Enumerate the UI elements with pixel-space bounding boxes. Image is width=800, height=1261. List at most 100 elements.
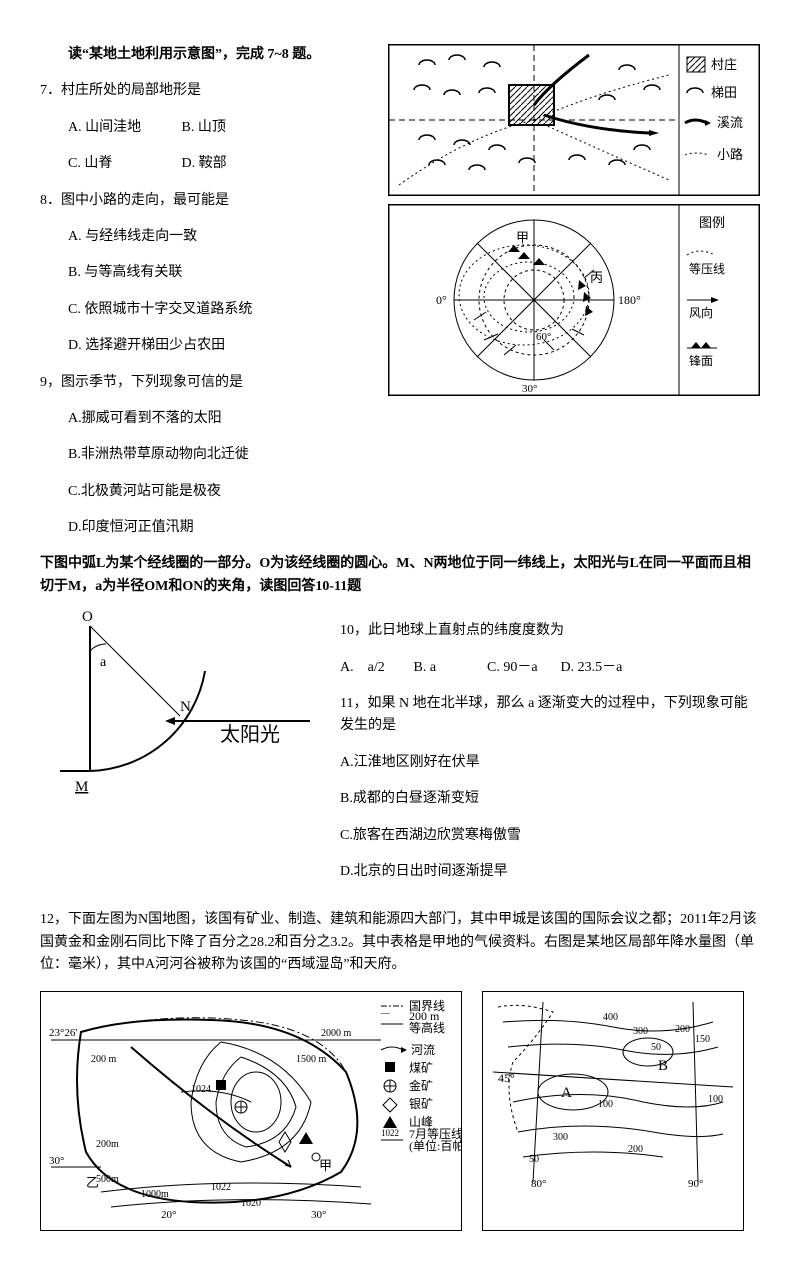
q9-opt-c: C.北极黄河站可能是极夜	[40, 481, 350, 503]
svg-text:400: 400	[603, 1012, 618, 1023]
q8-opt-b: B. 与等高线有关联	[40, 262, 350, 284]
svg-text:1000m: 1000m	[141, 1189, 169, 1200]
svg-text:20°: 20°	[161, 1209, 176, 1221]
q10-options: A. a/2 B. a C. 90－a D. 23.5－a	[340, 657, 760, 679]
svg-text:300: 300	[633, 1026, 648, 1037]
svg-text:1022: 1022	[211, 1182, 231, 1193]
map-right-svg: 45° 80° 90° A B 400 300 200 150 50 100 3…	[483, 992, 743, 1192]
svg-text:500m: 500m	[96, 1174, 119, 1185]
q11-opt-a: A.江淮地区刚好在伏旱	[340, 752, 760, 774]
svg-text:—: —	[380, 1008, 391, 1018]
svg-text:M: M	[75, 779, 88, 795]
q9-opt-b: B.非洲热带草原动物向北迁徙	[40, 444, 350, 466]
svg-text:0°: 0°	[436, 293, 447, 307]
svg-text:100: 100	[598, 1099, 613, 1110]
svg-text:N: N	[180, 699, 191, 715]
svg-text:银矿: 银矿	[409, 1097, 433, 1111]
svg-text:100: 100	[708, 1094, 723, 1105]
svg-text:A: A	[561, 1085, 572, 1101]
q11-opt-b: B.成都的白昼逐渐变短	[340, 788, 760, 810]
q12-figures: 23°26' 30° 20° 30° 2000 m 1500 m 1000m 5…	[40, 991, 760, 1231]
svg-text:45°: 45°	[498, 1071, 515, 1085]
q8-opt-a: A. 与经纬线走向一致	[40, 226, 350, 248]
figure-map-right: 45° 80° 90° A B 400 300 200 150 50 100 3…	[482, 991, 744, 1231]
svg-text:太阳光: 太阳光	[220, 723, 280, 746]
arc-svg: O a N M 太阳光	[40, 606, 320, 806]
q12-intro: 12，下面左图为N国地图，该国有矿业、制造、建筑和能源四大部门，其中甲城是该国的…	[40, 909, 760, 976]
q7-opt-d: D. 鞍部	[182, 153, 292, 175]
svg-text:甲: 甲	[319, 1158, 332, 1173]
svg-text:23°26': 23°26'	[49, 1027, 77, 1039]
map-left-svg: 23°26' 30° 20° 30° 2000 m 1500 m 1000m 5…	[41, 992, 461, 1222]
figure-land-use: 村庄 梯田 溪流 小路	[388, 44, 760, 196]
svg-text:甲: 甲	[516, 230, 529, 245]
land-use-svg: 村庄 梯田 溪流 小路	[389, 45, 759, 195]
q7-opt-c: C. 山脊	[68, 153, 178, 175]
svg-text:B: B	[658, 1058, 668, 1074]
figure-map-left: 23°26' 30° 20° 30° 2000 m 1500 m 1000m 5…	[40, 991, 462, 1231]
q11-stem: 11，如果 N 地在北半球，那么 a 逐渐变大的过程中，下列现象可能发生的是	[340, 693, 760, 738]
q10-opt-a: A. a/2	[340, 657, 410, 679]
section-q7-q9: 读“某地土地利用示意图”，完成 7~8 题。 7．村庄所处的局部地形是 A. 山…	[40, 44, 760, 539]
svg-text:丙: 丙	[590, 270, 603, 285]
svg-text:30°: 30°	[522, 383, 537, 395]
svg-text:1024: 1024	[191, 1084, 211, 1095]
q7-opt-a: A. 山间洼地	[68, 117, 178, 139]
figure-arc: O a N M 太阳光	[40, 606, 320, 814]
q10-q11-text: 10，此日地球上直射点的纬度度数为 A. a/2 B. a C. 90－a D.…	[340, 606, 760, 897]
svg-text:锋面: 锋面	[689, 354, 713, 368]
q11-opt-d: D.北京的日出时间逐渐提早	[340, 861, 760, 883]
legend-terrace: 梯田	[711, 85, 737, 100]
svg-text:1500 m: 1500 m	[296, 1054, 327, 1065]
q7-options-row1: A. 山间洼地 B. 山顶	[40, 117, 350, 139]
questions-left-column: 读“某地土地利用示意图”，完成 7~8 题。 7．村庄所处的局部地形是 A. 山…	[40, 44, 350, 539]
svg-text:1020: 1020	[241, 1198, 261, 1209]
q8-opt-d: D. 选择避开梯田少占农田	[40, 335, 350, 357]
q11-opt-c: C.旅客在西湖边欣赏寒梅傲雪	[340, 825, 760, 847]
legend-village: 村庄	[711, 57, 737, 72]
q9-stem: 9，图示季节，下列现象可信的是	[40, 372, 350, 394]
svg-text:图例: 图例	[699, 215, 725, 230]
q7-stem: 7．村庄所处的局部地形是	[40, 80, 350, 102]
svg-text:50: 50	[529, 1154, 539, 1165]
q7-opt-b: B. 山顶	[182, 117, 292, 139]
svg-text:150: 150	[695, 1034, 710, 1045]
svg-text:90°: 90°	[688, 1178, 703, 1190]
figure-polar: 0° 180° 30° 60° 甲 丙 图例 等压线 风向 锋面	[388, 204, 760, 396]
svg-text:等压线: 等压线	[689, 262, 725, 276]
svg-text:200 m: 200 m	[91, 1054, 117, 1065]
svg-text:30°: 30°	[49, 1155, 64, 1167]
q10-opt-c: C. 90－a	[487, 657, 557, 679]
svg-text:金矿: 金矿	[409, 1078, 433, 1093]
svg-text:O: O	[82, 609, 93, 625]
q8-stem: 8．图中小路的走向，最可能是	[40, 190, 350, 212]
q9-opt-d: D.印度恒河正值汛期	[40, 517, 350, 539]
svg-text:a: a	[100, 655, 107, 670]
svg-text:乙: 乙	[86, 1175, 99, 1190]
svg-text:河流: 河流	[411, 1043, 435, 1057]
legend-stream: 溪流	[717, 115, 743, 130]
svg-text:180°: 180°	[618, 293, 641, 307]
q9-opt-a: A.挪威可看到不落的太阳	[40, 408, 350, 430]
legend-path: 小路	[717, 147, 743, 162]
svg-text:30°: 30°	[311, 1209, 326, 1221]
svg-text:煤矿: 煤矿	[409, 1061, 433, 1075]
intro-7-8: 读“某地土地利用示意图”，完成 7~8 题。	[40, 44, 350, 66]
svg-text:60°: 60°	[536, 331, 551, 343]
q10-stem: 10，此日地球上直射点的纬度度数为	[340, 620, 760, 642]
svg-text:1022: 1022	[381, 1128, 399, 1138]
svg-text:等高线: 等高线	[409, 1020, 445, 1035]
svg-text:风向: 风向	[689, 305, 713, 320]
svg-text:200: 200	[675, 1024, 690, 1035]
svg-text:300: 300	[553, 1132, 568, 1143]
polar-svg: 0° 180° 30° 60° 甲 丙 图例 等压线 风向 锋面	[389, 205, 759, 395]
svg-text:2000 m: 2000 m	[321, 1028, 352, 1039]
q10-opt-b: B. a	[414, 657, 484, 679]
q8-opt-c: C. 依照城市十字交叉道路系统	[40, 299, 350, 321]
svg-text:50: 50	[651, 1042, 661, 1053]
svg-text:(单位:百帕): (单位:百帕)	[409, 1138, 461, 1153]
q10-opt-d: D. 23.5－a	[561, 657, 631, 679]
intro-10-11: 下图中弧L为某个经线圈的一部分。O为该经线圈的圆心。M、N两地位于同一纬线上，太…	[40, 553, 760, 598]
svg-text:80°: 80°	[531, 1178, 546, 1190]
q7-options-row2: C. 山脊 D. 鞍部	[40, 153, 350, 175]
